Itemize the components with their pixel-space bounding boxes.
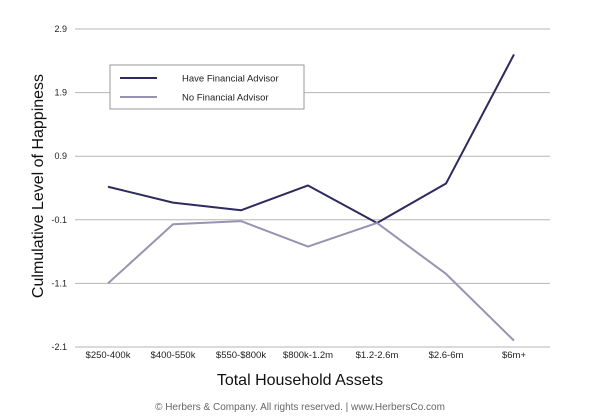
footer-copyright: © Herbers & Company. All rights reserved… bbox=[155, 402, 445, 413]
legend-label-no-advisor: No Financial Advisor bbox=[182, 93, 269, 104]
legend-label-have-advisor: Have Financial Advisor bbox=[182, 74, 279, 85]
x-axis-ticks: $250-400k $400-550k $550-$800k $800k-1.2m $1… bbox=[86, 350, 527, 361]
x-tick-label: $250-400k bbox=[86, 350, 131, 361]
series-lines bbox=[107, 53, 515, 342]
series-line-have-advisor bbox=[107, 53, 515, 224]
legend: Have Financial Advisor No Financial Advi… bbox=[109, 64, 305, 110]
y-tick-label: 1.9 bbox=[54, 88, 67, 98]
legend-box bbox=[109, 64, 305, 110]
x-tick-label: $550-$800k bbox=[216, 350, 266, 361]
y-tick-label: 0.9 bbox=[54, 151, 67, 161]
y-tick-label: -0.1 bbox=[51, 215, 67, 225]
x-tick-label: $400-550k bbox=[151, 350, 196, 361]
x-tick-label: $6m+ bbox=[502, 350, 526, 361]
y-tick-label: 2.9 bbox=[54, 24, 67, 34]
x-tick-label: $2.6-6m bbox=[429, 350, 464, 361]
x-tick-label: $800k-1.2m bbox=[283, 350, 333, 361]
y-tick-label: -1.1 bbox=[51, 278, 67, 288]
y-axis-ticks: 2.9 1.9 0.9 -0.1 -1.1 -2.1 bbox=[51, 24, 67, 352]
x-tick-label: $1.2-2.6m bbox=[356, 350, 399, 361]
series-line-no-advisor bbox=[107, 220, 515, 342]
y-axis-title: Culmulative Level of Happiness bbox=[30, 74, 47, 298]
y-tick-label: -2.1 bbox=[51, 342, 67, 352]
x-axis-title: Total Household Assets bbox=[217, 372, 383, 389]
